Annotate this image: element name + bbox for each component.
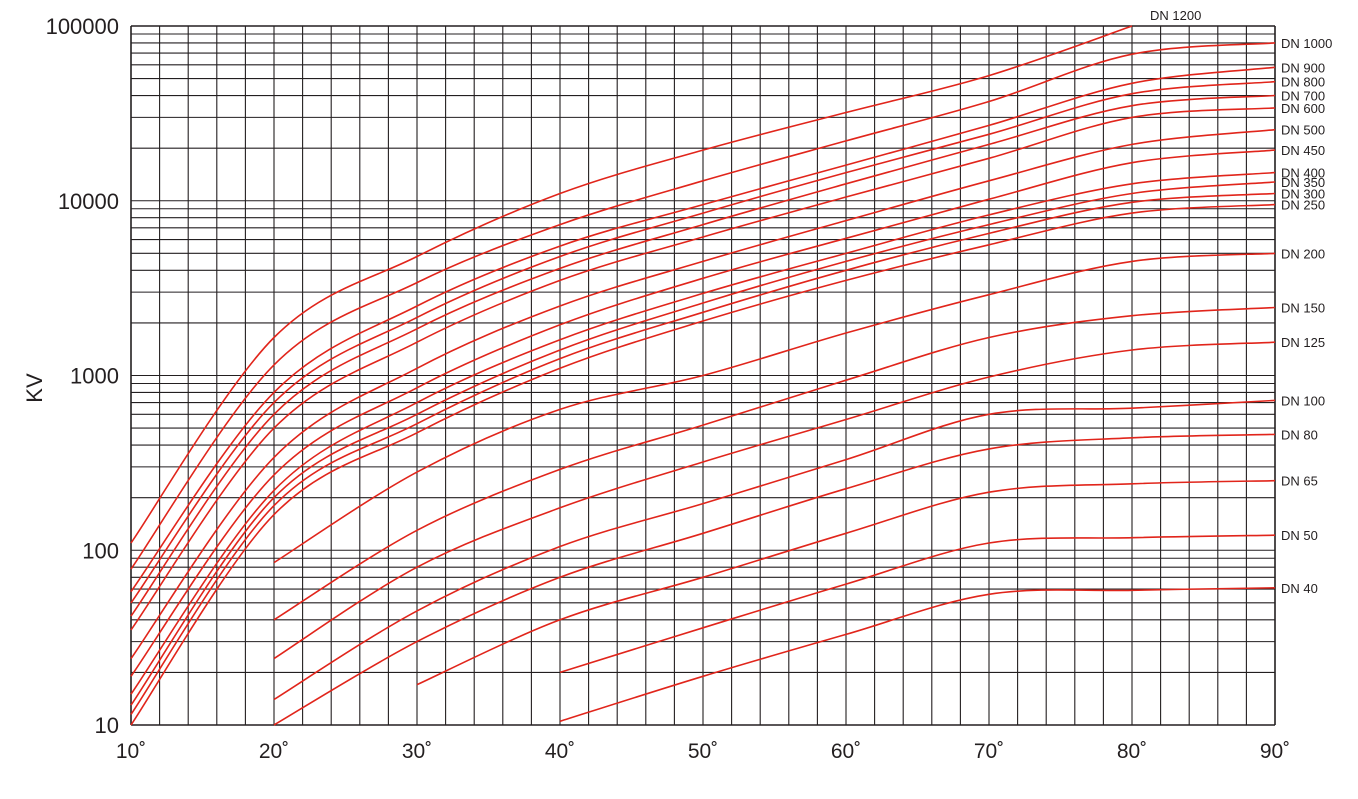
y-axis-title: KV xyxy=(22,373,47,403)
y-axis-ticks: 10 100 1000 10000 100000 xyxy=(46,14,119,738)
series-label: DN 40 xyxy=(1281,581,1318,596)
series-label: DN 65 xyxy=(1281,474,1318,489)
series-line-dn-100 xyxy=(273,399,1276,701)
x-tick-label: 20˚ xyxy=(259,740,289,763)
x-axis-ticks: 10˚ 20˚ 30˚ 40˚ 50˚ 60˚ 70˚ 80˚ 90˚ xyxy=(116,740,1290,763)
series-label: DN 50 xyxy=(1281,528,1318,543)
x-tick-label: 90˚ xyxy=(1260,740,1290,763)
series-label: DN 450 xyxy=(1281,143,1325,158)
series-label: DN 500 xyxy=(1281,123,1325,138)
series-label: DN 1000 xyxy=(1281,36,1332,51)
series-label: DN 150 xyxy=(1281,300,1325,315)
x-tick-label: 50˚ xyxy=(688,740,718,763)
series-label: DN 80 xyxy=(1281,427,1318,442)
series-label: DN 200 xyxy=(1281,246,1325,261)
series-line-dn-1000 xyxy=(130,42,1276,570)
series-line-dn-500 xyxy=(130,128,1276,660)
series-line-dn-600 xyxy=(130,107,1276,631)
y-tick-label: 1000 xyxy=(70,364,119,389)
series-label: DN 400 xyxy=(1281,166,1325,181)
series-line-dn-800 xyxy=(130,80,1276,604)
series-line-dn-1200 xyxy=(130,25,1133,544)
x-tick-label: 60˚ xyxy=(831,740,861,763)
series-line-dn-400 xyxy=(130,171,1276,695)
series-line-dn-40 xyxy=(559,587,1276,723)
series-line-dn-80 xyxy=(273,433,1276,726)
series-line-dn-150 xyxy=(273,306,1276,621)
series-line-dn-900 xyxy=(130,66,1276,593)
y-tick-label: 100 xyxy=(82,538,119,563)
series-line-dn-200 xyxy=(273,252,1276,564)
x-tick-label: 70˚ xyxy=(974,740,1004,763)
y-tick-label: 10000 xyxy=(58,189,119,214)
series-label: DN 300 xyxy=(1281,187,1325,202)
series-line-dn-700 xyxy=(130,94,1276,617)
series-label: DN 900 xyxy=(1281,60,1325,75)
series-line-dn-125 xyxy=(273,341,1276,660)
series-label: DN 350 xyxy=(1281,175,1325,190)
y-tick-label: 100000 xyxy=(46,14,119,39)
series-line-dn-50 xyxy=(559,534,1276,674)
series-line-dn-300 xyxy=(130,192,1276,715)
series-label: DN 125 xyxy=(1281,335,1325,350)
x-tick-label: 10˚ xyxy=(116,740,146,763)
series-line-dn-250 xyxy=(130,203,1276,726)
chart-curves xyxy=(130,25,1276,726)
x-tick-label: 80˚ xyxy=(1117,740,1147,763)
y-tick-label: 10 xyxy=(95,713,119,738)
series-label: DN 100 xyxy=(1281,393,1325,408)
series-label: DN 1200 xyxy=(1150,8,1201,23)
series-line-dn-450 xyxy=(130,149,1276,677)
series-line-dn-350 xyxy=(130,181,1276,706)
series-line-dn-65 xyxy=(416,479,1276,686)
x-tick-label: 40˚ xyxy=(545,740,575,763)
series-label: DN 600 xyxy=(1281,101,1325,116)
series-label: DN 700 xyxy=(1281,89,1325,104)
series-label: DN 800 xyxy=(1281,75,1325,90)
x-tick-label: 30˚ xyxy=(402,740,432,763)
series-label: DN 250 xyxy=(1281,198,1325,213)
